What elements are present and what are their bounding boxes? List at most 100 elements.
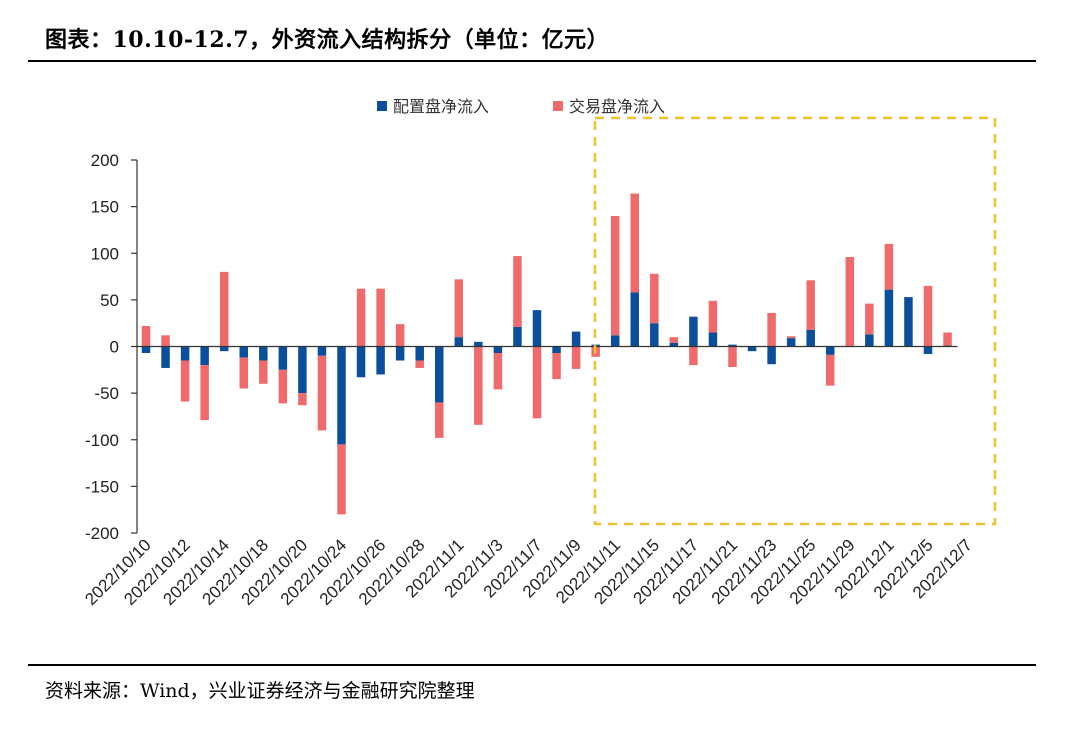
trading-bar: [161, 335, 170, 347]
x-axis: 2022/10/102022/10/122022/10/142022/10/18…: [81, 345, 976, 609]
trading-bar: [298, 393, 307, 406]
trading-bar: [806, 280, 815, 330]
allocation-bar: [180, 346, 190, 361]
trading-bar: [180, 360, 190, 402]
source-note: 资料来源：Wind，兴业证券经济与金融研究院整理: [45, 680, 475, 702]
chart-legend: 配置盘净流入 交易盘净流入: [377, 97, 665, 116]
trading-bar: [454, 279, 464, 338]
y-tick-label: 150: [91, 198, 119, 217]
allocation-bar: [786, 338, 796, 347]
highlight-rectangle: [593, 116, 997, 526]
trading-bar: [356, 288, 366, 347]
trading-bar: [278, 369, 288, 404]
allocation-bar: [923, 346, 933, 354]
trading-bar: [884, 243, 894, 290]
trading-bar: [767, 312, 776, 347]
y-tick-label: 50: [100, 291, 119, 310]
trading-bar: [435, 402, 444, 438]
trading-bar: [669, 337, 679, 343]
allocation-bar: [610, 335, 620, 347]
allocation-bar: [161, 346, 170, 368]
trading-bar: [200, 365, 209, 421]
trading-bar: [708, 300, 718, 333]
y-tick-label: 200: [91, 151, 119, 170]
allocation-bar: [747, 346, 757, 352]
allocation-bar: [141, 346, 151, 354]
trading-bar: [141, 325, 151, 347]
allocation-bar: [376, 346, 385, 375]
highlight-box: [593, 116, 997, 526]
bar-series: [141, 193, 952, 515]
trading-bar: [239, 357, 248, 389]
allocation-bar: [650, 323, 659, 347]
y-tick-label: -200: [85, 524, 119, 543]
allocation-bar: [356, 346, 366, 378]
trading-bar: [219, 271, 229, 347]
allocation-bar: [219, 346, 229, 352]
trading-bar: [337, 444, 346, 515]
legend-swatch-trading: [553, 101, 563, 111]
allocation-bar: [317, 346, 327, 356]
allocation-bar: [239, 346, 248, 358]
allocation-bar: [669, 342, 679, 347]
y-tick-label: 0: [110, 338, 119, 357]
allocation-bar: [415, 346, 424, 361]
trading-bar: [532, 346, 542, 419]
title-divider: [28, 60, 1036, 62]
trading-bar: [513, 256, 522, 327]
y-axis: 200 150 100 50 0 -50 -100 -150 -200: [85, 151, 138, 543]
allocation-bar: [552, 346, 561, 354]
trading-bar: [650, 273, 659, 324]
allocation-bar: [493, 346, 503, 354]
allocation-bar: [532, 310, 542, 347]
trading-bar: [865, 303, 874, 335]
allocation-bar: [259, 346, 268, 361]
trading-bar: [826, 354, 835, 386]
trading-bar: [689, 346, 698, 366]
allocation-bar: [298, 346, 307, 394]
allocation-bar: [806, 329, 815, 347]
trading-bar: [415, 360, 424, 368]
trading-bar: [317, 355, 327, 431]
legend-label-trading: 交易盘净流入: [569, 97, 665, 116]
allocation-bar: [278, 346, 288, 370]
allocation-bar: [884, 289, 894, 347]
trading-bar: [493, 353, 503, 390]
allocation-bar: [513, 326, 522, 347]
y-tick-label: 100: [91, 244, 119, 263]
allocation-bar: [708, 332, 718, 347]
trading-bar: [571, 346, 581, 369]
allocation-bar: [395, 346, 405, 361]
trading-bar: [259, 360, 268, 384]
trading-bar: [728, 346, 737, 368]
trading-bar: [552, 353, 561, 380]
trading-bar: [786, 336, 796, 339]
source-divider: [28, 664, 1036, 666]
allocation-bar: [474, 341, 483, 347]
trading-bar: [923, 285, 933, 347]
y-tick-label: -150: [85, 477, 119, 496]
allocation-bar: [904, 297, 913, 347]
chart-title: 图表：10.10-12.7，外资流入结构拆分（单位：亿元）: [45, 27, 610, 53]
allocation-bar: [630, 292, 639, 347]
allocation-bar: [571, 331, 581, 347]
trading-bar: [943, 332, 952, 346]
allocation-bar: [337, 346, 346, 445]
trading-bar: [845, 256, 855, 347]
y-tick-label: -50: [94, 384, 119, 403]
allocation-bar: [865, 334, 874, 347]
legend-label-allocation: 配置盘净流入: [393, 97, 489, 116]
trading-bar: [395, 324, 405, 347]
allocation-bar: [689, 316, 698, 347]
allocation-bar: [767, 346, 776, 365]
allocation-bar: [826, 346, 835, 355]
stacked-bar-chart: 配置盘净流入 交易盘净流入 200 150 100 50 0 -50 -100 -150 -200…: [81, 97, 997, 609]
trading-bar: [630, 193, 639, 293]
y-tick-label: -100: [85, 431, 119, 450]
trading-bar: [474, 346, 483, 425]
allocation-bar: [728, 344, 737, 347]
allocation-bar: [454, 337, 464, 347]
allocation-bar: [200, 346, 209, 366]
allocation-bar: [435, 346, 444, 403]
legend-swatch-allocation: [377, 101, 387, 111]
